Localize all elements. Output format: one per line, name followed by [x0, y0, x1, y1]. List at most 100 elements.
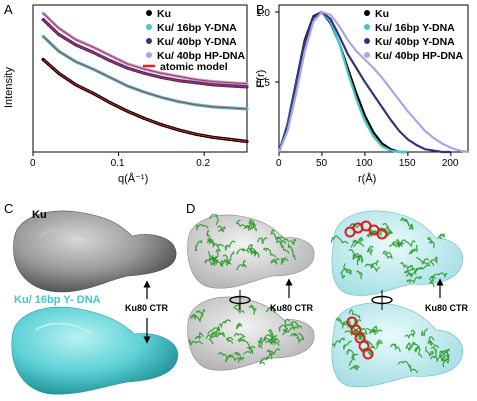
protein-ribbon: [189, 313, 201, 322]
rotation-arrow-icon: [229, 295, 251, 305]
protein-ribbon: [346, 348, 355, 359]
x-tick-label: 0: [30, 158, 36, 169]
protein-ribbon: [217, 352, 233, 363]
y-tick-label: 1.0: [256, 8, 270, 19]
protein-ribbon: [259, 352, 274, 365]
protein-ribbon: [428, 272, 448, 281]
protein-ribbon: [268, 337, 277, 346]
protein-ribbon: [236, 247, 250, 255]
protein-ribbon: [238, 338, 256, 351]
protein-ribbon: [408, 244, 418, 255]
protein-ribbon: [429, 353, 442, 363]
protein-ribbon: [222, 254, 232, 266]
protein-ribbon: [415, 262, 431, 273]
chart-a: 0 0.1 0.2 Intensity q(Å⁻¹) Ku Ku/ 16bp Y-D…: [3, 4, 249, 185]
protein-ribbon: [195, 309, 206, 322]
series-ku-40bp-hp-dna: [277, 10, 469, 154]
d-ku-top: [187, 213, 315, 289]
protein-ribbon: [284, 323, 303, 332]
protein-ribbon: [375, 339, 383, 349]
protein-ribbon: [404, 329, 416, 340]
ku-label: Ku: [32, 209, 47, 221]
chart-a-xlabel: q(Å⁻¹): [118, 172, 148, 185]
protein-ribbon: [207, 237, 216, 247]
ku80-ctr-arrows-c: Ku80 CTR: [125, 280, 169, 344]
panel-label-c: C: [4, 201, 13, 216]
protein-ribbon: [205, 333, 218, 345]
rotation-arrow-icon: [371, 295, 393, 305]
protein-ribbon: [397, 360, 418, 374]
protein-ribbon: [410, 341, 421, 352]
protein-ribbon: [355, 270, 363, 280]
protein-ribbon: [287, 243, 296, 261]
legend-ku: Ku: [157, 8, 171, 20]
protein-ribbon: [276, 236, 290, 245]
protein-ribbon: [270, 257, 280, 265]
protein-ribbon: [249, 218, 255, 228]
x-tick-label: 100: [356, 158, 373, 169]
series-ku-40bp-y-dna: [277, 10, 451, 154]
protein-ribbon: [233, 351, 242, 363]
protein-ribbon: [225, 336, 234, 344]
d-ku16-bottom: [331, 302, 463, 388]
legend-ku16: Ku/ 16bp Y-DNA: [157, 22, 237, 34]
protein-ribbon: [352, 254, 364, 262]
protein-ribbon: [348, 309, 361, 320]
protein-ribbon: [416, 256, 430, 265]
panel-label-d: D: [186, 201, 195, 216]
ku16-surface: [11, 306, 179, 395]
protein-ribbon: [250, 244, 260, 259]
protein-ribbon: [414, 347, 423, 358]
protein-ribbon: [270, 229, 287, 245]
x-tick-label: 0.2: [196, 158, 210, 169]
protein-ribbon: [400, 262, 414, 272]
legend-ku16: Ku/ 16bp Y-DNA: [375, 22, 455, 34]
protein-ribbon: [227, 251, 235, 265]
protein-ribbon: [235, 219, 251, 229]
protein-ribbon: [211, 328, 221, 338]
protein-ribbon: [406, 275, 423, 284]
model-fit-ku: [42, 59, 248, 142]
protein-ribbon: [279, 242, 290, 254]
legend-marker-ku: [364, 10, 370, 16]
x-tick-label: 0.1: [111, 158, 125, 169]
protein-ribbon: [382, 250, 393, 260]
model-fit-ku-16bp-y-dna: [42, 36, 248, 110]
protein-ribbon: [350, 239, 365, 248]
protein-ribbon: [188, 339, 203, 346]
legend-marker-ku40hp: [364, 52, 370, 58]
chart-b-ylabel: P(r): [255, 70, 267, 88]
protein-ribbon: [263, 247, 277, 259]
protein-ribbon: [395, 239, 403, 248]
protein-ribbon: [224, 240, 236, 251]
ku16-ghost-surface: [331, 302, 463, 388]
d-ku-bottom: [187, 296, 315, 371]
protein-ribbons: [330, 217, 448, 288]
surface-highlight: [39, 228, 91, 241]
model-fit-ku-40bp-y-dna: [42, 19, 248, 88]
ku80-ctr-arrow-d-left: Ku80 CTR: [270, 278, 314, 313]
chart-b-legend: Ku Ku/ 16bp Y-DNA Ku/ 40bp Y-DNA Ku/ 40b…: [364, 8, 464, 62]
protein-ribbon: [243, 226, 257, 232]
protein-ribbon: [349, 364, 360, 372]
chart-b-ticks: 0 50 100 150 200 0.5 1.0: [256, 8, 459, 169]
protein-ribbon: [216, 332, 226, 338]
legend-ku: Ku: [375, 8, 389, 20]
chart-b: 0 50 100 150 200 0.5 1.0 P(r) r(Å) Ku Ku/ 16bp…: [255, 4, 469, 185]
protein-ribbon: [194, 332, 204, 341]
protein-ribbon: [389, 343, 401, 353]
protein-ribbon: [356, 256, 361, 266]
x-tick-label: 200: [442, 158, 459, 169]
protein-ribbon: [366, 327, 377, 334]
legend-ku40hp: Ku/ 40bp HP-DNA: [157, 50, 246, 62]
ku-surface-model: Ku: [13, 209, 177, 293]
ku80-ctr-label-c: Ku80 CTR: [125, 303, 169, 313]
protein-ribbon: [233, 332, 246, 342]
protein-ribbon: [341, 320, 351, 330]
protein-ribbon: [280, 257, 289, 265]
protein-ribbons: [331, 309, 450, 374]
protein-ribbon: [342, 340, 353, 350]
chart-a-series: [41, 11, 249, 144]
protein-ribbon: [399, 217, 410, 227]
protein-ribbon: [370, 260, 381, 273]
